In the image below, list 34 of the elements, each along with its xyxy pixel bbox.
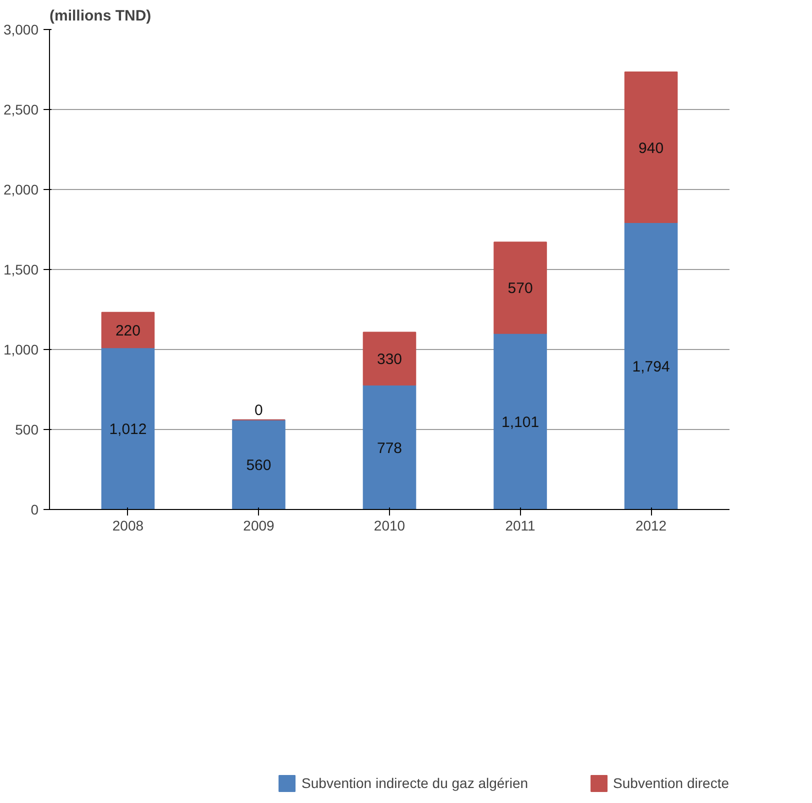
bar (101, 312, 155, 348)
data-label: 220 (115, 322, 140, 340)
bar (362, 332, 416, 386)
y-tick-label: 500 (15, 422, 39, 438)
x-tick-label: 2010 (374, 518, 406, 534)
legend-label: Subvention directe (613, 775, 729, 791)
legend-label: Subvention indirecte du gaz algérien (302, 775, 528, 791)
x-tick-label: 2012 (635, 518, 667, 534)
data-label: 778 (376, 440, 402, 457)
data-label: 1,794 (632, 358, 670, 376)
bar (494, 332, 547, 510)
data-label: 330 (376, 351, 402, 368)
y-tick-label: 3,000 (3, 22, 39, 38)
data-label: 940 (638, 140, 664, 157)
y-tick-label: 2,500 (3, 102, 39, 118)
bar (624, 222, 678, 510)
data-label: 1,012 (109, 421, 147, 438)
y-tick-label: 1,000 (3, 342, 39, 358)
bar (494, 242, 547, 334)
y-tick-label: 2,000 (3, 182, 39, 198)
bar (232, 419, 286, 510)
data-label: 1,101 (502, 414, 540, 431)
chart-title: (millions TND) (50, 8, 152, 24)
bar (362, 384, 416, 510)
bar (624, 72, 678, 223)
x-tick-label: 2008 (112, 518, 144, 534)
data-label: 570 (508, 280, 533, 298)
data-label: 560 (246, 457, 272, 474)
y-tick-label: 0 (30, 502, 39, 518)
x-tick-label: 2011 (505, 518, 536, 534)
data-label: 0 (254, 402, 263, 419)
x-tick-label: 2009 (243, 518, 275, 534)
bar (101, 347, 155, 510)
y-tick-label: 1,500 (3, 262, 39, 278)
